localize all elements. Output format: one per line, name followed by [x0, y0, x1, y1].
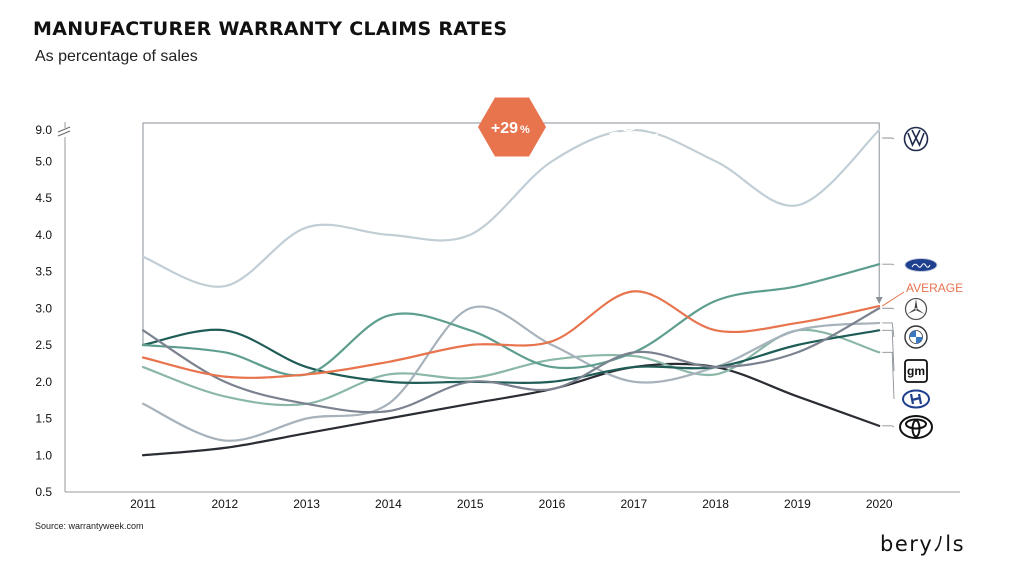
series-line-vw	[141, 128, 881, 288]
y-tick-label: 0.5	[35, 485, 52, 499]
y-tick-label: 4.5	[35, 191, 52, 205]
connector-bmw	[882, 322, 895, 338]
y-tick-label: 9.0	[35, 123, 52, 137]
y-tick-label: 2.0	[35, 375, 52, 389]
series-line-ford	[141, 263, 881, 377]
badge-value: +29	[491, 120, 518, 137]
x-tick-label: 2019	[784, 497, 811, 511]
line-break-mark	[609, 126, 659, 137]
logo-connectors	[881, 137, 905, 428]
manufacturer-logos: gm	[899, 126, 938, 439]
ford-logo-icon	[904, 258, 938, 272]
y-tick-label: 3.0	[35, 301, 52, 315]
gm-logo-icon: gm	[904, 359, 928, 383]
arrow-down-icon	[875, 297, 883, 304]
x-tick-label: 2015	[457, 497, 484, 511]
chart-subtitle: As percentage of sales	[35, 48, 198, 65]
hyundai-logo-icon	[902, 389, 930, 409]
y-tick-label: 3.5	[35, 265, 52, 279]
series-line-gm	[141, 328, 881, 384]
series-line-mercedes	[141, 307, 881, 414]
y-tick-label: 5.0	[35, 154, 52, 168]
series-line-bmw	[141, 305, 881, 442]
series-line-hyundai	[141, 328, 881, 407]
x-tick-label: 2020	[866, 497, 893, 511]
series-lines	[141, 126, 881, 457]
x-tick-label: 2017	[620, 497, 647, 511]
connector-hyundai	[882, 351, 895, 400]
svg-text:gm: gm	[907, 364, 925, 378]
average-label: AVERAGE	[906, 281, 963, 295]
badge-hexagon	[478, 97, 546, 157]
chart-axes: 0.5 1.0 1.5 2.0 2.5 3.0 3.5 4.0 4.5 5.0 9.0 2011 201…	[35, 122, 960, 511]
connector-gm	[882, 329, 895, 372]
y-tick-label: 1.5	[35, 412, 52, 426]
volkswagen-logo-icon	[903, 126, 929, 152]
x-tick-label: 2016	[539, 497, 566, 511]
x-tick-label: 2011	[130, 497, 156, 511]
connector-vw	[882, 137, 895, 140]
toyota-logo-icon	[899, 415, 933, 439]
x-tick-label: 2014	[375, 497, 402, 511]
source-note: Source: warrantyweek.com	[35, 521, 144, 531]
mercedes-star-icon	[904, 297, 928, 321]
axis-break-icon	[57, 126, 71, 137]
y-tick-label: 1.0	[35, 448, 52, 462]
x-tick-label: 2018	[702, 497, 729, 511]
connector-mercedes	[882, 307, 895, 310]
bmw-roundel-icon	[904, 325, 928, 349]
x-tick-label: 2013	[293, 497, 320, 511]
series-line-toyota	[141, 362, 881, 457]
y-tick-label: 2.5	[35, 338, 52, 352]
badge-unit: %	[520, 124, 530, 136]
connector-toyota	[882, 425, 895, 428]
y-tick-label: 4.0	[35, 228, 52, 242]
series-line-average	[141, 290, 881, 379]
x-tick-label: 2012	[211, 497, 238, 511]
connector-ford	[882, 263, 895, 266]
berylls-logo: beryﾉls	[880, 532, 966, 556]
increase-badge: +29 %	[478, 97, 546, 157]
chart-title: MANUFACTURER WARRANTY CLAIMS RATES	[33, 18, 508, 40]
